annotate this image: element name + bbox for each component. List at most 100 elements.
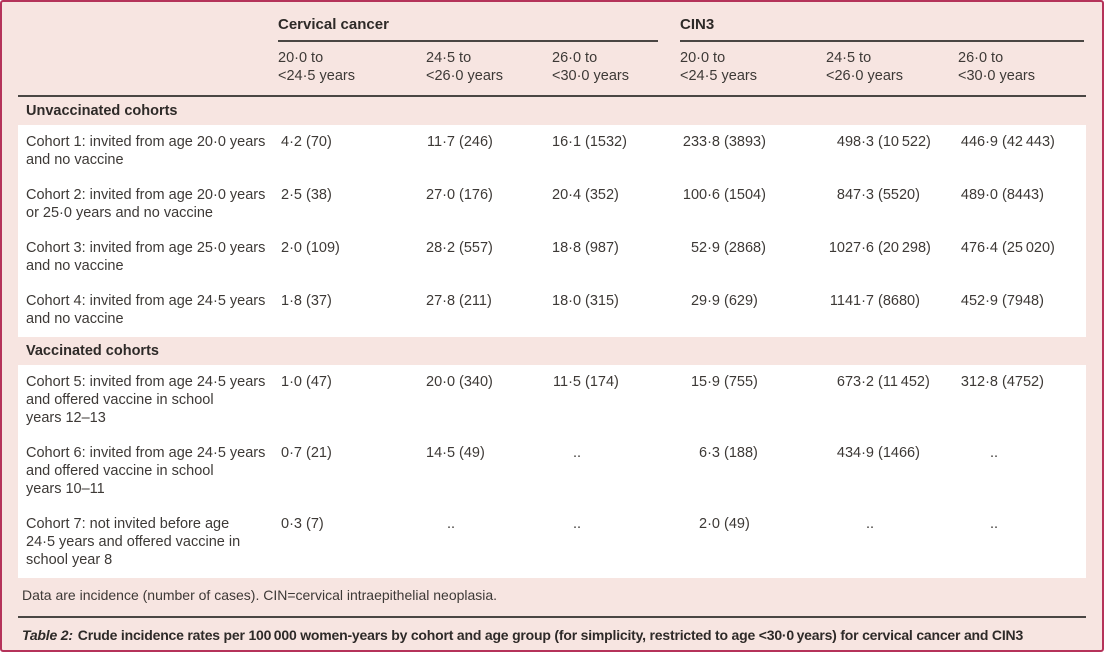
value-cell: 15·9 (755) [680, 373, 826, 427]
incidence-rate: 2·5 [281, 187, 302, 203]
case-count: (70) [306, 134, 332, 150]
age-column-header: 26·0 to <30·0 years [958, 50, 1035, 84]
case-count: (1466) [878, 445, 920, 461]
caption-divider-rule [18, 616, 1086, 618]
incidence-rate: 498·3 [836, 134, 874, 150]
section-rows-unvaccinated: Cohort 1: invited from age 20·0 years an… [18, 125, 1086, 337]
incidence-rate: 14·5 [426, 445, 456, 461]
incidence-rate: 0·7 [281, 445, 302, 461]
table-caption: Table 2: Crude incidence rates per 100 00… [22, 627, 1082, 643]
case-count: (2868) [724, 240, 766, 256]
value-cell: 20·4 (352) [552, 186, 680, 222]
case-count: (109) [306, 240, 340, 256]
case-count: (49) [724, 516, 750, 532]
value-cell: 1·0 (47) [278, 373, 426, 427]
empty-corner-cell [26, 49, 278, 85]
case-count: (37) [306, 293, 332, 309]
case-count: (629) [724, 293, 758, 309]
incidence-rate: 489·0 [960, 187, 998, 203]
case-count: (174) [585, 374, 619, 390]
incidence-rate: 673·2 [836, 374, 874, 390]
section-rows-vaccinated: Cohort 5: invited from age 24·5 years an… [18, 365, 1086, 578]
value-cell: 452·9 (7948) [958, 292, 1084, 328]
incidence-rate: 20·0 [426, 374, 456, 390]
table-caption-text: Crude incidence rates per 100 000 women-… [77, 627, 1024, 643]
case-count: (340) [459, 374, 493, 390]
table-row: Cohort 7: not invited before age 24·5 ye… [18, 507, 1086, 578]
value-cell: 434·9 (1466) [826, 444, 958, 498]
table-row: Cohort 4: invited from age 24·5 years an… [18, 284, 1086, 337]
cohort-label: Cohort 7: not invited before age 24·5 ye… [26, 516, 241, 568]
case-count: (11 452) [878, 374, 930, 390]
empty-corner-cell [26, 16, 278, 42]
value-cell: 27·8 (211) [426, 292, 552, 328]
incidence-rate: 6·3 [699, 445, 720, 461]
case-count: (8443) [1002, 187, 1044, 203]
value-cell: 446·9 (42 443) [958, 133, 1084, 169]
incidence-rate: 15·9 [690, 374, 720, 390]
value-cell: 4·2 (70) [278, 133, 426, 169]
incidence-rate: 847·3 [836, 187, 874, 203]
case-count: (25 020) [1002, 240, 1055, 256]
incidence-rate: .. [446, 516, 455, 532]
case-count: (557) [459, 240, 493, 256]
value-cell: 498·3 (10 522) [826, 133, 958, 169]
incidence-rate: 452·9 [960, 293, 998, 309]
section-vaccinated: Vaccinated cohorts Cohort 5: invited fro… [18, 337, 1086, 578]
value-cell: 52·9 (2868) [680, 239, 826, 275]
column-group-header-row: Cervical cancer CIN3 [18, 2, 1086, 42]
value-cell: 11·7 (246) [426, 133, 552, 169]
value-cell: 18·8 (987) [552, 239, 680, 275]
incidence-rate: 16·1 [552, 134, 582, 150]
value-cell: .. [552, 444, 680, 498]
case-count: (7) [306, 516, 324, 532]
incidence-rate: 0·3 [281, 516, 302, 532]
value-cell: 28·2 (557) [426, 239, 552, 275]
incidence-rate: 233·8 [682, 134, 720, 150]
incidence-rate: 434·9 [836, 445, 874, 461]
value-cell: 18·0 (315) [552, 292, 680, 328]
age-column-header: 24·5 to <26·0 years [426, 50, 503, 84]
value-cell: 673·2 (11 452) [826, 373, 958, 427]
age-column-header: 26·0 to <30·0 years [552, 50, 629, 84]
table-row: Cohort 1: invited from age 20·0 years an… [18, 125, 1086, 178]
group-header-cervical-cancer: Cervical cancer [278, 16, 658, 42]
case-count: (38) [306, 187, 332, 203]
value-cell: 100·6 (1504) [680, 186, 826, 222]
age-column-header: 24·5 to <26·0 years [826, 50, 903, 84]
incidence-rate: .. [572, 445, 581, 461]
case-count: (47) [306, 374, 332, 390]
table-row: Cohort 2: invited from age 20·0 years or… [18, 178, 1086, 231]
value-cell: 20·0 (340) [426, 373, 552, 427]
section-header-vaccinated: Vaccinated cohorts [26, 343, 159, 359]
table-footnote: Data are incidence (number of cases). CI… [22, 587, 498, 603]
case-count: (10 522) [878, 134, 931, 150]
value-cell: 476·4 (25 020) [958, 239, 1084, 275]
incidence-rate: 4·2 [281, 134, 302, 150]
case-count: (3893) [724, 134, 766, 150]
case-count: (21) [306, 445, 332, 461]
incidence-rate: 1141·7 [829, 293, 874, 309]
incidence-rate: 2·0 [699, 516, 720, 532]
value-cell: 1·8 (37) [278, 292, 426, 328]
case-count: (1532) [585, 134, 627, 150]
case-count: (1504) [724, 187, 766, 203]
incidence-rate: .. [572, 516, 581, 532]
value-cell: .. [958, 515, 1084, 569]
section-header-unvaccinated: Unvaccinated cohorts [26, 103, 178, 119]
incidence-rate: 476·4 [960, 240, 998, 256]
value-cell: 27·0 (176) [426, 186, 552, 222]
cohort-label: Cohort 6: invited from age 24·5 years an… [26, 445, 266, 497]
table-caption-number: Table 2: [22, 627, 73, 643]
incidence-rate: 20·4 [552, 187, 582, 203]
incidence-rate: 100·6 [682, 187, 720, 203]
incidence-rate: 446·9 [960, 134, 998, 150]
case-count: (246) [459, 134, 493, 150]
table-row: Cohort 6: invited from age 24·5 years an… [18, 436, 1086, 507]
incidence-rate: 1027·6 [828, 240, 874, 256]
cohort-label: Cohort 2: invited from age 20·0 years or… [26, 187, 266, 221]
incidence-rate: 18·0 [552, 293, 582, 309]
value-cell: .. [958, 444, 1084, 498]
case-count: (20 298) [878, 240, 931, 256]
